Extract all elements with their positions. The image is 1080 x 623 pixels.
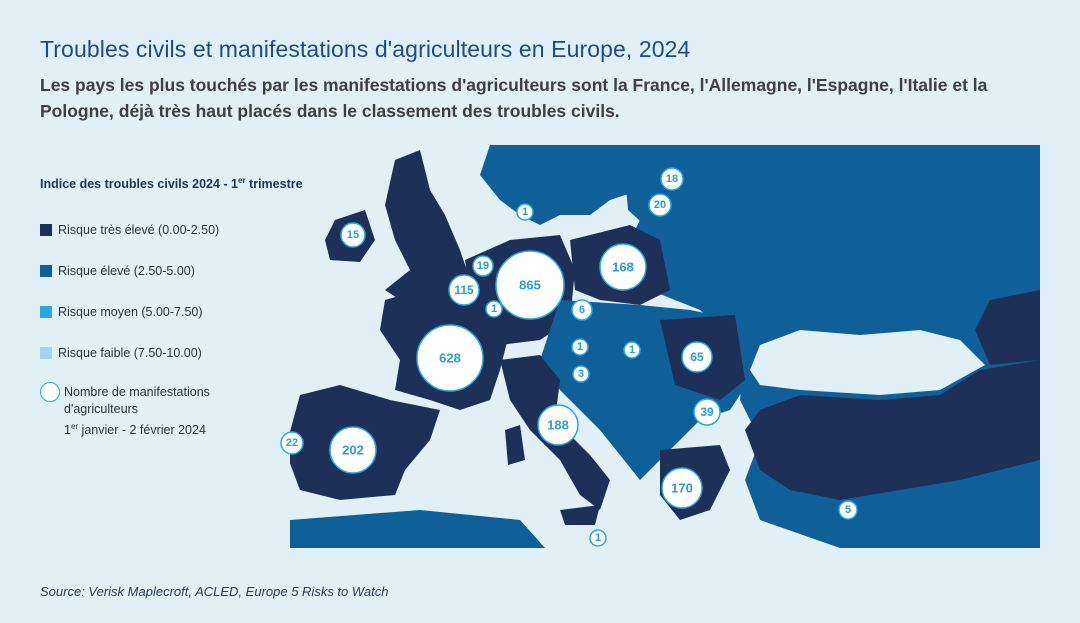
bubble-circle xyxy=(660,167,684,191)
bubble-count-label: 628 xyxy=(439,351,461,366)
bubble-count-label: 115 xyxy=(454,283,474,297)
bubble-circle xyxy=(329,426,377,474)
bubble-circle xyxy=(448,274,480,306)
region-north-africa xyxy=(290,510,545,548)
bubble-circle xyxy=(589,529,607,547)
protest-bubble: 1 xyxy=(516,203,534,221)
bubble-count-label: 1 xyxy=(577,341,583,353)
protest-bubble: 22 xyxy=(280,431,304,455)
legend-swatch xyxy=(40,224,52,237)
bubble-circle xyxy=(681,341,713,373)
legend-item-high: Risque élevé (2.50-5.00) xyxy=(40,263,330,279)
bubble-count-label: 1 xyxy=(629,344,635,356)
bubble-circle xyxy=(571,299,593,321)
bubble-circle xyxy=(516,203,534,221)
legend-label: Risque élevé (2.50-5.00) xyxy=(58,264,195,279)
legend-bubble-item: Nombre de manifestations d'agriculteurs … xyxy=(40,382,330,439)
bubble-circle xyxy=(599,243,647,291)
protest-bubble: 65 xyxy=(681,341,713,373)
protest-bubble: 1 xyxy=(623,341,641,359)
bubble-count-label: 65 xyxy=(690,350,704,364)
bubble-count-label: 1 xyxy=(522,206,528,218)
legend-bubble-line1: Nombre de manifestations xyxy=(64,385,210,400)
legend-bubble-line3: 1er janvier - 2 février 2024 xyxy=(64,422,206,438)
chart-subtitle: Les pays les plus touchés par les manife… xyxy=(40,75,988,121)
protest-bubble: 20 xyxy=(648,193,672,217)
protest-bubble: 3 xyxy=(572,365,590,383)
bubble-circle xyxy=(340,222,366,248)
bubble-count-label: 39 xyxy=(700,405,714,419)
bubble-count-label: 865 xyxy=(519,278,541,293)
region-uk xyxy=(385,150,470,300)
bubble-circle xyxy=(693,398,721,426)
source-note: Source: Verisk Maplecroft, ACLED, Europe… xyxy=(40,584,389,599)
protest-bubble: 188 xyxy=(537,404,579,446)
protest-bubble: 1 xyxy=(571,338,589,356)
bubble-count-label: 188 xyxy=(547,418,569,433)
bubble-count-label: 1 xyxy=(595,532,601,544)
protest-bubble: 202 xyxy=(329,426,377,474)
bubble-circle xyxy=(485,300,503,318)
bubble-circle xyxy=(571,338,589,356)
legend: Indice des troubles civils 2024 - 1er tr… xyxy=(40,176,330,439)
bubble-circle xyxy=(838,500,858,520)
bubble-circle xyxy=(572,365,590,383)
protest-bubble: 5 xyxy=(838,500,858,520)
legend-swatch xyxy=(40,347,52,360)
bubble-count-label: 5 xyxy=(845,504,851,516)
protest-bubble: 170 xyxy=(661,467,703,509)
bubble-count-label: 20 xyxy=(654,199,666,211)
legend-label: Risque faible (7.50-10.00) xyxy=(58,346,202,361)
protest-bubble: 15 xyxy=(340,222,366,248)
protest-bubble: 39 xyxy=(693,398,721,426)
bubble-count-label: 3 xyxy=(578,368,584,380)
region-turkey xyxy=(745,360,1040,500)
bubble-circle xyxy=(623,341,641,359)
bubble-count-label: 202 xyxy=(342,443,364,458)
bubble-count-label: 15 xyxy=(347,229,359,241)
bubble-count-label: 19 xyxy=(477,260,489,272)
legend-item-medium: Risque moyen (5.00-7.50) xyxy=(40,304,330,320)
legend-label: Risque moyen (5.00-7.50) xyxy=(58,305,203,320)
protest-bubble: 1 xyxy=(589,529,607,547)
region-nordics xyxy=(480,145,640,225)
bubble-count-label: 18 xyxy=(666,173,678,185)
bubble-circle xyxy=(495,250,565,320)
protest-bubbles: 8656282021881701681156539222019181565311… xyxy=(280,167,858,547)
protest-bubble: 18 xyxy=(660,167,684,191)
bubble-circle xyxy=(648,193,672,217)
bubble-circle xyxy=(416,324,484,392)
region-islands xyxy=(505,425,600,525)
bubble-circle xyxy=(472,255,494,277)
bubble-count-label: 1 xyxy=(491,303,497,315)
black-sea xyxy=(750,330,985,395)
legend-swatch xyxy=(40,265,52,278)
bubble-circle xyxy=(661,467,703,509)
bubble-circle xyxy=(280,431,304,455)
protest-bubble: 865 xyxy=(495,250,565,320)
bubble-count-label: 22 xyxy=(286,437,298,449)
bubble-icon xyxy=(40,382,60,403)
region-caucasus xyxy=(975,290,1040,365)
protest-bubble: 115 xyxy=(448,274,480,306)
protest-bubble: 1 xyxy=(485,300,503,318)
bubble-count-label: 168 xyxy=(612,260,634,275)
chart-title: Troubles civils et manifestations d'agri… xyxy=(40,36,691,62)
protest-bubble: 628 xyxy=(416,324,484,392)
protest-bubble: 6 xyxy=(571,299,593,321)
protest-bubble: 19 xyxy=(472,255,494,277)
bubble-count-label: 170 xyxy=(671,481,693,496)
legend-bubble-line2: d'agriculteurs xyxy=(64,402,138,417)
legend-item-very-high: Risque très élevé (0.00-2.50) xyxy=(40,222,330,238)
bubble-count-label: 6 xyxy=(579,304,585,316)
legend-item-low: Risque faible (7.50-10.00) xyxy=(40,345,330,361)
bubble-circle xyxy=(537,404,579,446)
legend-label: Risque très élevé (0.00-2.50) xyxy=(58,223,220,238)
legend-title: Indice des troubles civils 2024 - 1er tr… xyxy=(40,176,303,192)
legend-swatch xyxy=(40,306,52,319)
protest-bubble: 168 xyxy=(599,243,647,291)
